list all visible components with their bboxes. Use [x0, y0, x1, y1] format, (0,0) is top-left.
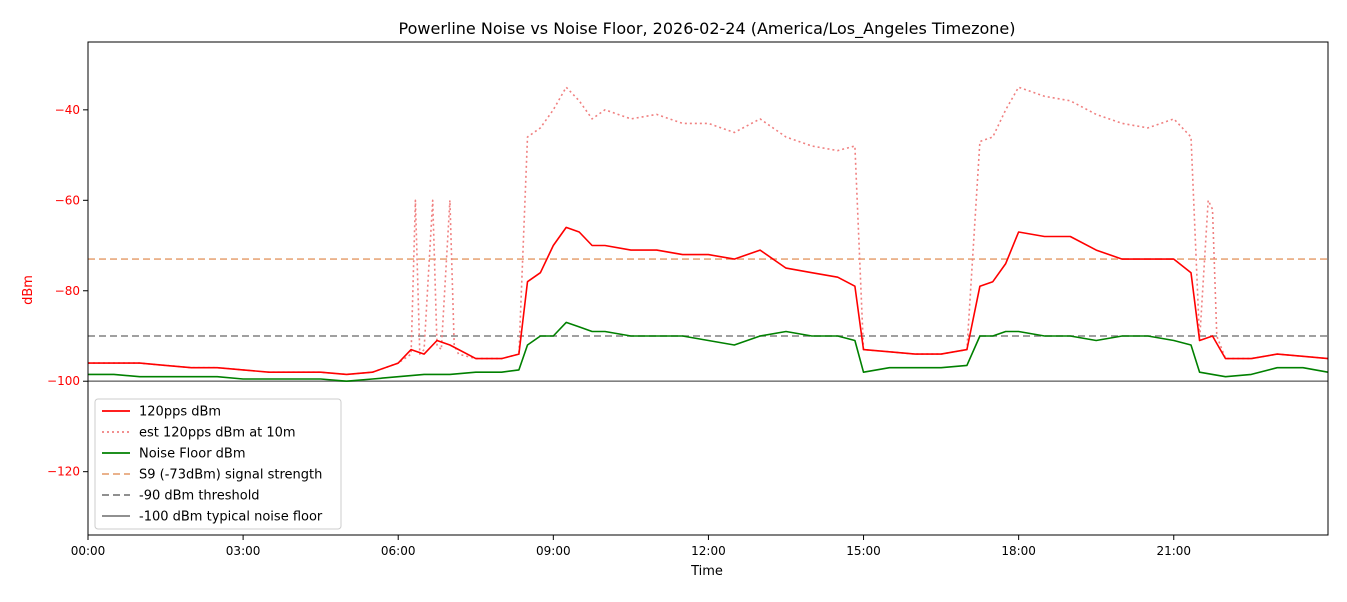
- x-tick-label: 00:00: [71, 544, 106, 558]
- x-tick-label: 03:00: [226, 544, 261, 558]
- legend-entry-label: 120pps dBm: [139, 405, 221, 420]
- x-axis-label: Time: [690, 564, 723, 579]
- series-est-10m-line: [88, 86, 1329, 376]
- legend-entry-label: -90 dBm threshold: [139, 489, 260, 504]
- chart-title: Powerline Noise vs Noise Floor, 2026-02-…: [399, 19, 1016, 39]
- x-tick-label: 15:00: [846, 544, 881, 558]
- x-tick-label: 12:00: [691, 544, 726, 558]
- series-120pps-line: [88, 226, 1329, 376]
- series-noise-floor-line: [88, 321, 1329, 383]
- legend-box: [94, 398, 342, 530]
- y-tick-label: −120: [47, 465, 80, 479]
- legend-entry-label: S9 (-73dBm) signal strength: [139, 468, 322, 483]
- legend-entry-label: est 120pps dBm at 10m: [139, 426, 296, 441]
- x-tick-label: 18:00: [1001, 544, 1036, 558]
- x-tick-label: 21:00: [1156, 544, 1191, 558]
- y-axis-label: dBm: [21, 275, 36, 305]
- plot-area: 00:00 03:00 06:00 09:00 12:00 15:00 18:00 21:00…: [47, 41, 1329, 558]
- y-tick-label: −40: [55, 103, 80, 117]
- x-tick-label: 06:00: [381, 544, 416, 558]
- x-tick-label: 09:00: [536, 544, 571, 558]
- legend: 120pps dBm est 120pps dBm at 10m Noise Flo…: [94, 398, 342, 530]
- legend-entry-label: -100 dBm typical noise floor: [139, 510, 323, 525]
- y-tick-label: −80: [55, 284, 80, 298]
- legend-entry-label: Noise Floor dBm: [139, 447, 246, 462]
- y-tick-label: −60: [55, 193, 80, 207]
- y-tick-label: −100: [47, 374, 80, 388]
